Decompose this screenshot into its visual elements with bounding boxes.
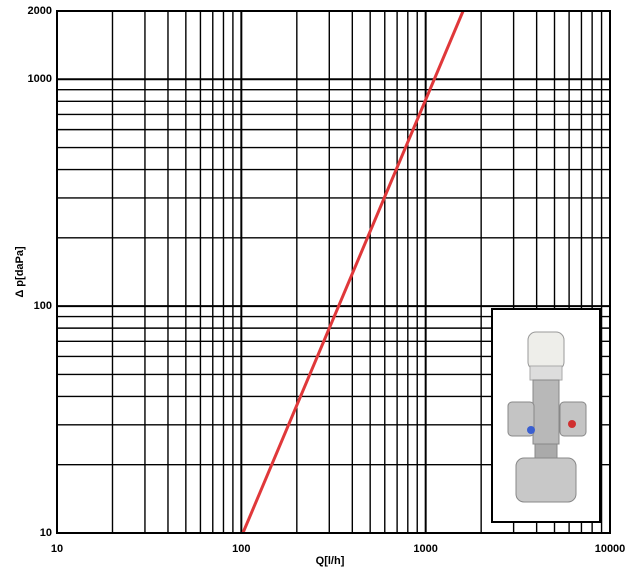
- x-tick-label: 1000: [413, 543, 437, 555]
- x-tick-label: 10: [51, 543, 63, 555]
- data-line: [241, 10, 465, 534]
- marks: [241, 10, 465, 534]
- x-tick-label: 100: [232, 543, 250, 555]
- y-tick-label: 10: [40, 527, 52, 539]
- y-tick-label: 2000: [28, 5, 52, 17]
- x-axis-label: Q[l/h]: [316, 555, 345, 567]
- x-tick-label: 10000: [595, 543, 626, 555]
- product-photo: [491, 308, 601, 523]
- plot-frame: [56, 10, 611, 534]
- y-tick-label: 100: [34, 300, 52, 312]
- y-axis-label: Δ p[daPa]: [14, 246, 26, 298]
- y-tick-label: 1000: [28, 73, 52, 85]
